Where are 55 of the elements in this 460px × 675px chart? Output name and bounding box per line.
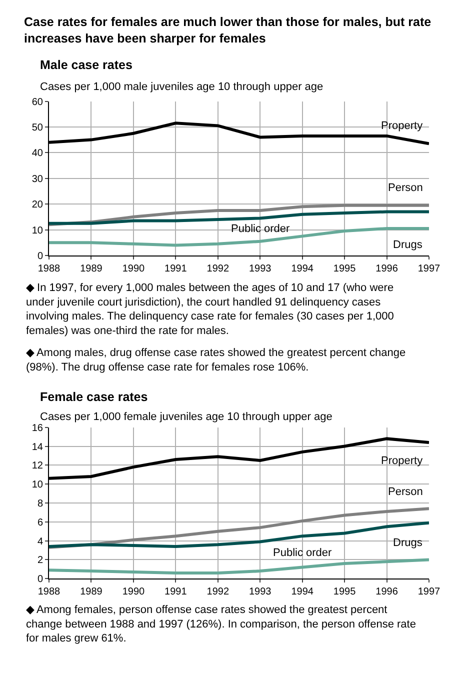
x-tick-label: 1991 [164, 263, 188, 274]
x-tick-label: 1996 [376, 263, 398, 274]
x-tick-label: 1994 [291, 586, 314, 598]
y-tick-label: 12 [32, 460, 44, 472]
series-label: Drugs [393, 239, 423, 251]
series-label: Drugs [393, 537, 423, 549]
chart-subtitle: Male case rates [40, 58, 132, 72]
x-tick-label: 1989 [80, 263, 103, 274]
series-label: Public order [273, 547, 332, 559]
y-tick-label: 10 [32, 480, 44, 491]
series-label: Public order [231, 223, 290, 235]
y-tick-label: 14 [32, 442, 44, 453]
x-tick-label: 1988 [38, 586, 61, 598]
y-tick-label: 10 [32, 225, 44, 236]
y-tick-label: 30 [32, 174, 44, 185]
y-tick-label: 0 [37, 574, 44, 586]
x-tick-label: 1995 [333, 586, 356, 598]
y-tick-label: 0 [37, 250, 44, 262]
x-tick-label: 1991 [164, 586, 188, 598]
chart-title: Female case rates [40, 390, 148, 404]
x-tick-label: 1997 [418, 586, 441, 598]
x-tick-label: 1992 [206, 263, 230, 274]
text: ◆ Among females, person offense case rates showed the greatest percent change between 1988 and 1997 (126%). In comparison, the person offense rate for males grew 61%. [26, 604, 416, 645]
x-tick-label: 1993 [248, 263, 272, 274]
line-series [49, 521, 429, 548]
line-series [49, 558, 429, 574]
y-tick-label: 2 [37, 555, 44, 566]
x-tick-label: 1992 [206, 586, 230, 598]
y-tick-label: 20 [32, 200, 44, 211]
x-tick-label: 1990 [122, 263, 145, 274]
series-label: Property [381, 455, 424, 467]
y-tick-label: 50 [32, 122, 44, 134]
y-axis-title: Cases per 1,000 female juveniles age 10 through upper age [40, 411, 332, 423]
y-tick-label: 8 [37, 498, 44, 510]
x-tick-label: 1990 [122, 586, 145, 598]
series-label: Property [381, 120, 424, 132]
x-tick-label: 1993 [248, 586, 272, 598]
y-tick-label: 16 [32, 422, 44, 434]
x-tick-label: 1994 [291, 263, 314, 274]
x-tick-label: 1989 [80, 586, 103, 598]
series-label: Person [388, 182, 423, 194]
y-tick-label: 60 [32, 96, 44, 108]
y-tick-label: 4 [37, 536, 44, 548]
series-label: Person [388, 486, 423, 498]
y-tick-label: 40 [32, 148, 44, 160]
x-tick-label: 1995 [333, 263, 356, 274]
line-series [49, 210, 429, 225]
text: ◆ Among males, drug offense case rates showed the greatest percent change (98%). The drug offense case rate for females rose 106%. [26, 347, 406, 374]
x-tick-label: 1988 [38, 263, 61, 274]
chart-title: Case rates for females are much lower than those for males, but rate increases have been sharper for females [24, 15, 432, 46]
x-tick-label: 1997 [418, 263, 441, 274]
x-tick-label: 1996 [376, 586, 398, 598]
y-axis-title: Cases per 1,000 male juveniles age 10 through upper age [40, 81, 324, 93]
y-tick-label: 6 [37, 517, 44, 528]
text: ◆ In 1997, for every 1,000 males between the ages of 10 and 17 (who were under juvenile court jurisdiction), the court handled 91 delinquency cases involving males. The delinquency case rate for females (30 cases per 1,000 females) was one-third the rate for males. [26, 282, 394, 337]
